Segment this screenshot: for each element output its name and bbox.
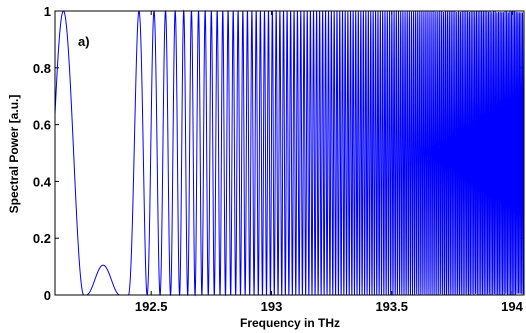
panel-label: a): [78, 34, 90, 49]
y-tick-label: 0: [44, 288, 51, 303]
y-tick-label: 0.2: [33, 231, 51, 246]
x-axis-title: Frequency in THz: [240, 316, 340, 330]
x-axis: 192.5 193 193.5 194: [135, 11, 524, 314]
x-tick-label: 192.5: [135, 299, 168, 314]
x-tick-label: 193: [261, 299, 283, 314]
x-tick-label: 194: [501, 299, 523, 314]
y-tick-label: 0.4: [33, 174, 52, 189]
plot-frame: [54, 10, 525, 296]
y-tick-label: 1: [44, 4, 51, 19]
y-axis-title: Spectral Power [a.u.]: [7, 95, 21, 214]
x-tick-label: 193.5: [375, 299, 408, 314]
spectral-power-trace: [54, 9, 525, 297]
y-tick-label: 0.8: [33, 61, 51, 76]
y-tick-label: 0.6: [33, 118, 51, 133]
y-axis: 0 0.2 0.4 0.6 0.8 1: [33, 4, 524, 303]
